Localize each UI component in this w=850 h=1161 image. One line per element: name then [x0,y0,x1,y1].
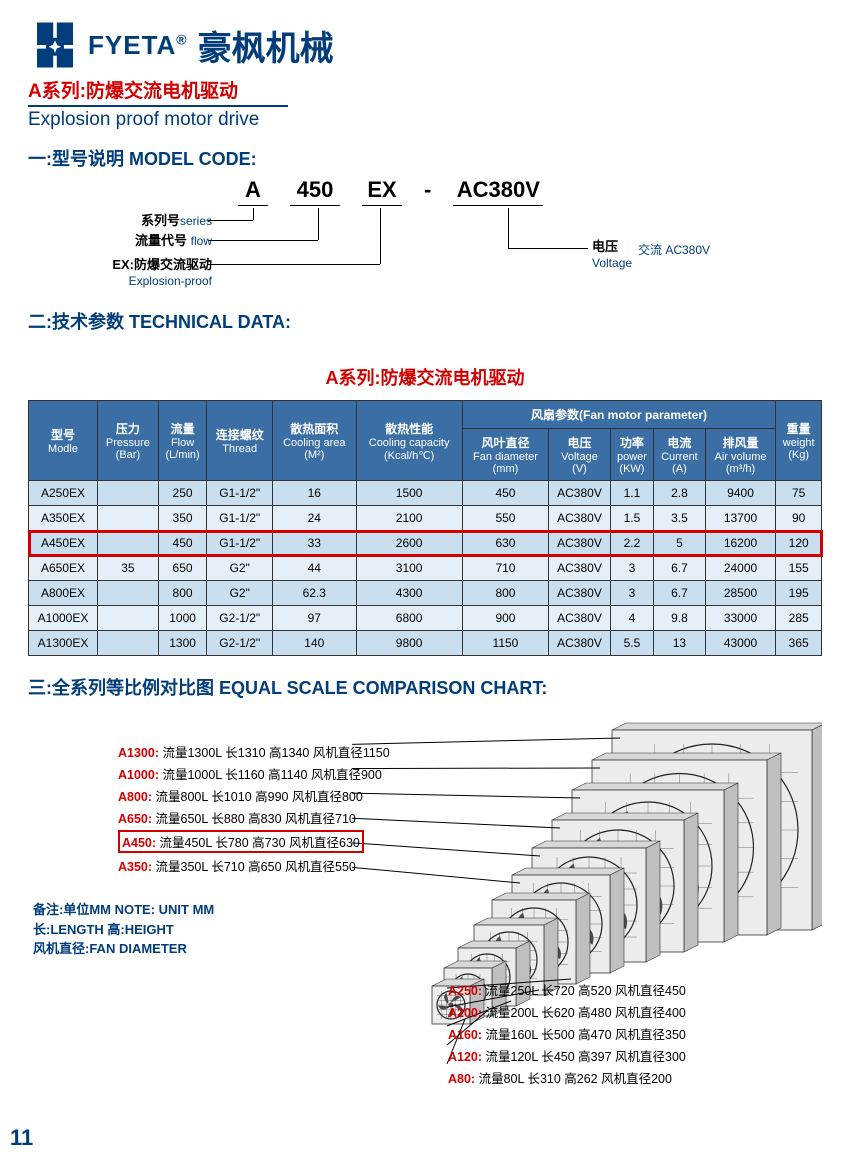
mc-label-flow-cn: 流量代号 [135,233,187,248]
mc-label-series-en: series [180,214,212,228]
mc-label-flow-en: flow [191,234,212,248]
table-row: A1000EX1000G2-1/2"976800900AC380V49.8330… [29,606,822,631]
comparison-label: A350: 流量350L 长710 高650 风机直径550 [118,856,390,875]
comparison-label: A200: 流量200L 长620 高480 风机直径400 [448,1002,686,1021]
series-divider [28,105,288,107]
mc-label-series-cn: 系列号 [141,213,180,228]
mc-label-ex-prefix: EX: [112,257,134,272]
comparison-label: A120: 流量120L 长450 高397 风机直径300 [448,1046,686,1065]
section2-heading: 二:技术参数 TECHNICAL DATA: [28,308,822,334]
series-title-en: Explosion proof motor drive [28,109,822,131]
mc-label-volt-en: Voltage [592,256,632,270]
series-title-cn: A系列:防爆交流电机驱动 [28,76,822,103]
section1-heading: 一:型号说明 MODEL CODE: [28,145,822,171]
comparison-label: A1300: 流量1300L 长1310 高1340 风机直径1150 [118,742,390,761]
mc-label-volt-val: 交流 AC380V [638,243,710,257]
table-row: A650EX35650G2"443100710AC380V36.72400015… [29,556,822,581]
mc-label-ex-cn: 防爆交流驱动 [134,257,212,272]
comparison-chart: A1300: 流量1300L 长1310 高1340 风机直径1150 A1000… [28,720,822,1080]
comparison-label: A650: 流量650L 长880 高830 风机直径710 [118,808,390,827]
comparison-label: A80: 流量80L 长310 高262 风机直径200 [448,1068,686,1087]
mc-seg-450: 450 [297,177,334,202]
brand-logo-icon [28,18,82,72]
comparison-label: A450: 流量450L 长780 高730 风机直径630 [118,830,390,853]
page-number: 11 [10,1125,33,1151]
comparison-labels-left: A1300: 流量1300L 长1310 高1340 风机直径1150 A1000… [118,742,390,878]
mc-seg-ex: EX [367,177,396,202]
comparison-label: A250: 流量250L 长720 高520 风机直径450 [448,980,686,999]
section3-heading: 三:全系列等比例对比图 EQUAL SCALE COMPARISON CHART… [28,674,822,700]
brand-logo-row: FYETA® 豪枫机械 [28,18,822,72]
comparison-labels-right: A250: 流量250L 长720 高520 风机直径450 A200: 流量20… [448,980,686,1090]
model-code-diagram: A 450 EX - AC380V 系列号series 流量代号 flow EX… [28,177,822,294]
mc-seg-voltage: AC380V [457,177,540,202]
mc-seg-a: A [245,177,261,202]
table-row: A800EX800G2"62.34300800AC380V36.72850019… [29,581,822,606]
table-row: A1300EX1300G2-1/2"14098001150AC380V5.513… [29,631,822,656]
comparison-label: A1000: 流量1000L 长1160 高1140 风机直径900 [118,764,390,783]
table-row: A350EX350G1-1/2"242100550AC380V1.53.5137… [29,506,822,531]
technical-data-table: 型号Modle压力Pressure(Bar)流量Flow(L/min)连接螺纹T… [28,400,822,656]
table-row: A250EX250G1-1/2"161500450AC380V1.12.8940… [29,481,822,506]
brand-name-cn: 豪枫机械 [198,21,334,70]
mc-label-ex-en: Explosion-proof [129,274,212,288]
mc-dash: - [424,177,431,203]
brand-name-en: FYETA® [88,30,188,61]
table-row: A450EX450G1-1/2"332600630AC380V2.2516200… [29,531,822,556]
comparison-label: A800: 流量800L 长1010 高990 风机直径800 [118,786,390,805]
comparison-note: 备注:单位MM NOTE: UNIT MM 长:LENGTH 高:HEIGHT … [33,900,214,959]
table-title: A系列:防爆交流电机驱动 [28,364,822,390]
mc-label-volt-cn: 电压 [592,239,618,254]
comparison-label: A160: 流量160L 长500 高470 风机直径350 [448,1024,686,1043]
